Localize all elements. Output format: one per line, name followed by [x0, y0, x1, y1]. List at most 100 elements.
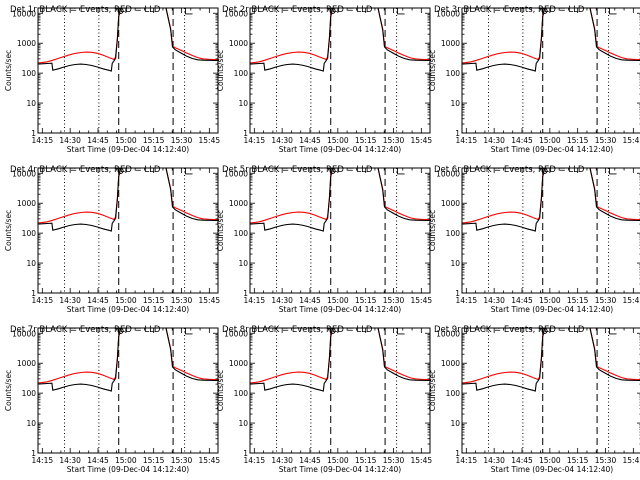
- data-marker-bracket: [397, 7, 405, 15]
- x-axis-label: Start Time (09-Dec-04 14:12:40): [491, 145, 613, 154]
- y-tick-label: 1000: [441, 39, 460, 48]
- x-tick-label: 15:30: [171, 296, 193, 305]
- x-tick-label: 15:30: [595, 456, 617, 465]
- y-tick-label: 100: [234, 229, 249, 238]
- x-tick-label: 15:45: [411, 296, 433, 305]
- chart-panel-6: Det 6r BLACK = Events, RED = LLD 1 10 100 10…: [428, 165, 640, 314]
- series-events-line: [250, 168, 430, 232]
- x-tick-label: 15:00: [327, 136, 349, 145]
- panel-title: Det 6r BLACK = Events, RED = LLD: [434, 165, 585, 175]
- series-events-line: [462, 168, 640, 232]
- series-lld-line: [462, 328, 640, 384]
- y-tick-label: 1000: [17, 39, 36, 48]
- x-tick-label: 15:30: [171, 136, 193, 145]
- x-tick-label: 15:15: [567, 456, 589, 465]
- x-tick-label: 15:30: [171, 456, 193, 465]
- x-tick-label: 15:15: [143, 136, 165, 145]
- panel-title: Det 8r BLACK = Events, RED = LLD: [222, 325, 373, 335]
- series-events-line: [38, 168, 218, 232]
- x-axis-label: Start Time (09-Dec-04 14:12:40): [491, 465, 613, 474]
- chart-panel-5: Det 5r BLACK = Events, RED = LLD 1 10 100 10…: [216, 165, 432, 314]
- y-tick-label: 10000: [224, 169, 248, 178]
- y-tick-label: 100: [446, 69, 461, 78]
- x-tick-label: 15:45: [623, 136, 640, 145]
- y-tick-label: 100: [234, 389, 249, 398]
- data-marker-bracket: [185, 7, 193, 15]
- x-tick-label: 15:45: [411, 456, 433, 465]
- x-axis-label: Start Time (09-Dec-04 14:12:40): [279, 465, 401, 474]
- y-tick-label: 1000: [17, 359, 36, 368]
- series-events-line: [250, 328, 430, 392]
- y-tick-label: 10: [26, 99, 36, 108]
- plot-frame: [461, 7, 640, 134]
- x-tick-label: 15:00: [539, 136, 561, 145]
- series-events-line: [250, 8, 430, 72]
- x-tick-label: 14:45: [87, 456, 109, 465]
- x-tick-label: 14:15: [32, 296, 54, 305]
- y-tick-label: 1000: [441, 359, 460, 368]
- series-events-line: [462, 8, 640, 72]
- y-axis-label: Counts/sec: [216, 50, 225, 91]
- y-tick-label: 1: [455, 449, 460, 458]
- y-tick-label: 1: [455, 129, 460, 138]
- x-tick-label: 15:00: [115, 296, 137, 305]
- plot-frame: [461, 327, 640, 454]
- y-tick-label: 10000: [12, 9, 36, 18]
- chart-panel-9: Det 9r BLACK = Events, RED = LLD 1 10 100 10…: [428, 325, 640, 474]
- series-lld-line: [38, 8, 218, 64]
- x-tick-label: 14:45: [299, 136, 321, 145]
- plot-frame: [461, 167, 640, 294]
- y-tick-label: 1: [31, 289, 36, 298]
- x-tick-label: 14:15: [32, 136, 54, 145]
- y-tick-label: 1: [31, 129, 36, 138]
- chart-panel-7: Det 7r BLACK = Events, RED = LLD 1 10 100 10…: [4, 325, 220, 474]
- x-tick-label: 14:30: [59, 136, 81, 145]
- x-tick-label: 15:30: [383, 296, 405, 305]
- x-axis-label: Start Time (09-Dec-04 14:12:40): [279, 145, 401, 154]
- x-tick-label: 14:15: [456, 136, 478, 145]
- x-tick-label: 14:15: [32, 456, 54, 465]
- x-tick-label: 15:15: [143, 456, 165, 465]
- panel-title: Det 2r BLACK = Events, RED = LLD: [222, 5, 373, 15]
- y-tick-label: 10000: [436, 9, 460, 18]
- x-tick-label: 15:30: [595, 296, 617, 305]
- x-tick-label: 14:45: [299, 456, 321, 465]
- x-tick-label: 14:15: [244, 456, 266, 465]
- chart-panel-8: Det 8r BLACK = Events, RED = LLD 1 10 100 10…: [216, 325, 432, 474]
- y-tick-label: 10: [450, 419, 460, 428]
- x-tick-label: 14:45: [511, 296, 533, 305]
- y-tick-label: 10: [26, 259, 36, 268]
- y-axis-label: Counts/sec: [4, 50, 13, 91]
- x-tick-label: 14:45: [87, 136, 109, 145]
- data-marker-bracket: [397, 327, 405, 335]
- x-tick-label: 15:30: [383, 136, 405, 145]
- plot-frame: [249, 327, 431, 454]
- y-tick-label: 1: [455, 289, 460, 298]
- series-events-line: [38, 328, 218, 392]
- x-axis-label: Start Time (09-Dec-04 14:12:40): [67, 145, 189, 154]
- y-tick-label: 100: [22, 229, 37, 238]
- series-events-line: [462, 328, 640, 392]
- x-tick-label: 15:00: [327, 296, 349, 305]
- chart-panel-4: Det 4r BLACK = Events, RED = LLD 1 10 100 10…: [4, 165, 220, 314]
- y-tick-label: 1: [31, 449, 36, 458]
- series-lld-line: [38, 168, 218, 224]
- y-axis-label: Counts/sec: [428, 370, 437, 411]
- x-tick-label: 15:45: [199, 296, 221, 305]
- x-tick-label: 15:00: [327, 456, 349, 465]
- x-tick-label: 15:15: [355, 136, 377, 145]
- y-axis-label: Counts/sec: [4, 370, 13, 411]
- x-tick-label: 14:30: [483, 456, 505, 465]
- x-axis-label: Start Time (09-Dec-04 14:12:40): [67, 465, 189, 474]
- y-tick-label: 1: [243, 449, 248, 458]
- panel-title: Det 4r BLACK = Events, RED = LLD: [10, 165, 161, 175]
- y-tick-label: 100: [446, 389, 461, 398]
- data-marker-bracket: [609, 327, 617, 335]
- plot-frame: [249, 167, 431, 294]
- series-lld-line: [462, 168, 640, 224]
- x-tick-label: 15:00: [115, 456, 137, 465]
- y-axis-label: Counts/sec: [428, 50, 437, 91]
- y-axis-label: Counts/sec: [4, 210, 13, 251]
- data-marker-bracket: [185, 327, 193, 335]
